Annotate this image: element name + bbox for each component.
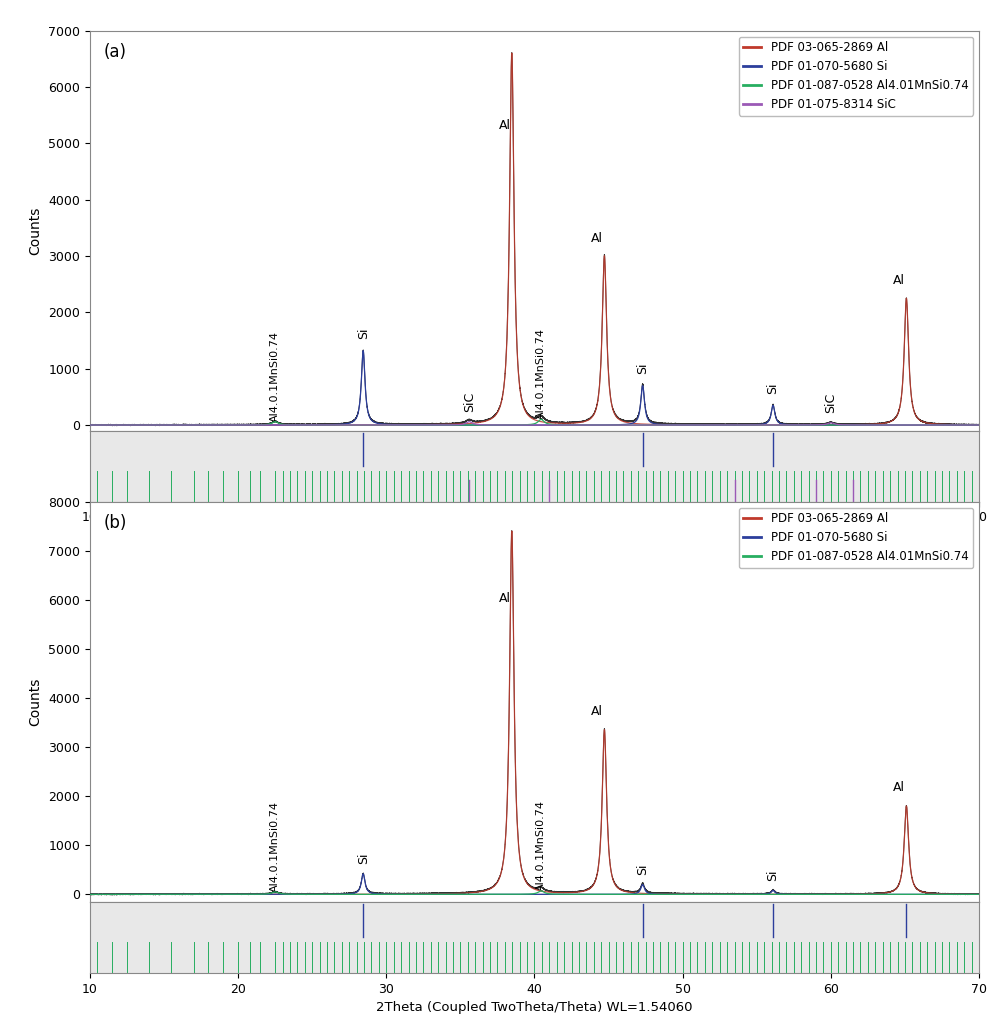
Text: Si: Si <box>636 863 649 874</box>
Text: Al: Al <box>499 592 510 605</box>
X-axis label: 2Theta (Coupled TwoTheta/Theta) WL=1.54060: 2Theta (Coupled TwoTheta/Theta) WL=1.540… <box>377 530 692 543</box>
Text: Al4.0.1MnSi0.74: Al4.0.1MnSi0.74 <box>536 329 546 420</box>
Text: SiC: SiC <box>824 392 837 413</box>
Text: Si: Si <box>636 362 649 375</box>
X-axis label: 2Theta (Coupled TwoTheta/Theta) WL=1.54060: 2Theta (Coupled TwoTheta/Theta) WL=1.540… <box>377 1001 692 1014</box>
Legend: PDF 03-065-2869 Al, PDF 01-070-5680 Si, PDF 01-087-0528 Al4.01MnSi0.74, PDF 01-0: PDF 03-065-2869 Al, PDF 01-070-5680 Si, … <box>739 37 973 116</box>
Text: Al: Al <box>893 780 905 794</box>
Text: SiC: SiC <box>463 392 476 412</box>
Y-axis label: Counts: Counts <box>29 207 43 255</box>
Text: Al: Al <box>590 705 602 718</box>
Text: (a): (a) <box>103 43 126 60</box>
Text: Al: Al <box>590 231 602 245</box>
Text: Si: Si <box>766 869 779 881</box>
Text: Si: Si <box>357 328 370 339</box>
Text: Al: Al <box>499 119 510 132</box>
Text: (b): (b) <box>103 514 127 531</box>
Text: Al4.0.1MnSi0.74: Al4.0.1MnSi0.74 <box>270 801 280 892</box>
Text: Al: Al <box>893 274 905 287</box>
Text: Si: Si <box>357 852 370 864</box>
Text: Al4.0.1MnSi0.74: Al4.0.1MnSi0.74 <box>536 800 546 891</box>
Y-axis label: Counts: Counts <box>29 678 43 726</box>
Legend: PDF 03-065-2869 Al, PDF 01-070-5680 Si, PDF 01-087-0528 Al4.01MnSi0.74: PDF 03-065-2869 Al, PDF 01-070-5680 Si, … <box>739 508 973 568</box>
Text: Si: Si <box>766 383 779 394</box>
Text: Al4.0.1MnSi0.74: Al4.0.1MnSi0.74 <box>270 331 280 422</box>
